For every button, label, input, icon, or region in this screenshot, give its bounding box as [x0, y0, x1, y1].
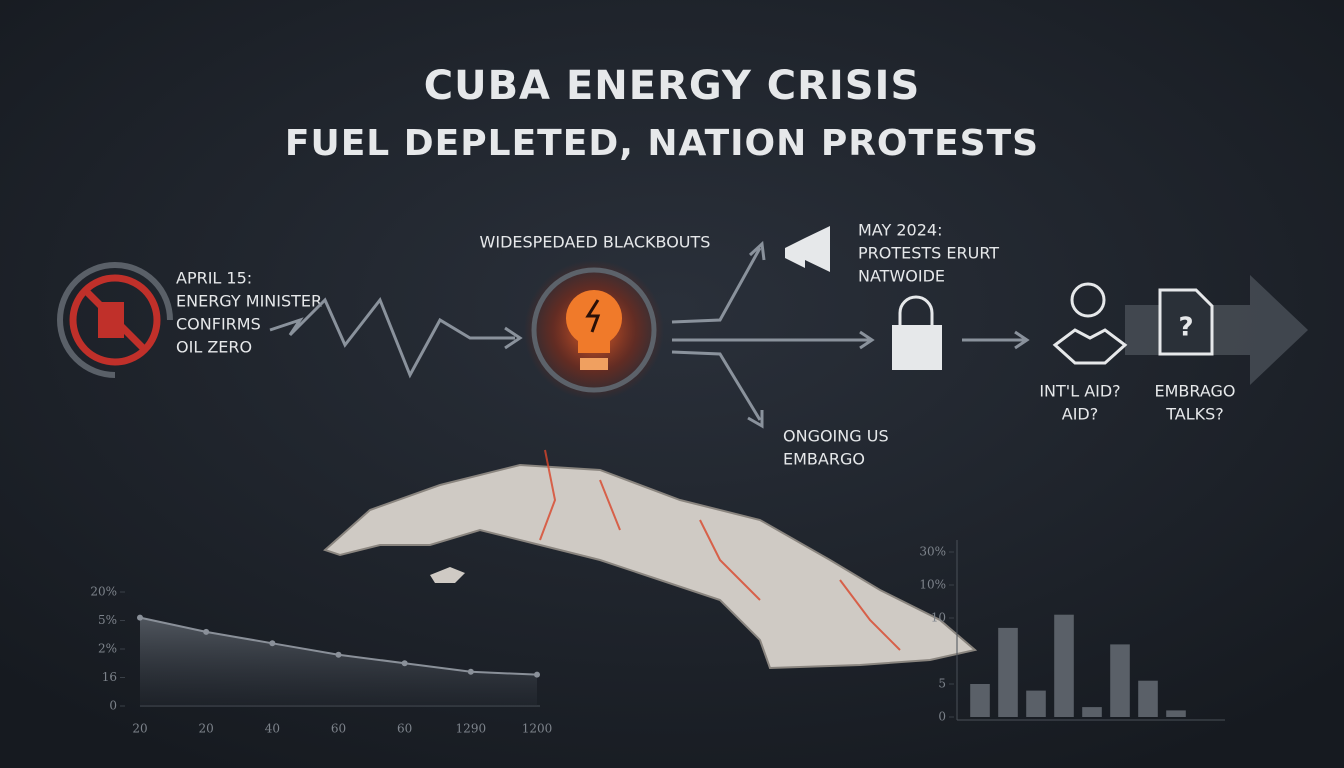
area-fill — [140, 617, 537, 706]
node-text: MAY 2024: — [858, 221, 942, 240]
node-text: WIDESPEDAED BLACKBOUTS — [480, 233, 711, 252]
y-tick-label: 5% — [98, 613, 117, 627]
zigzag-arrow — [269, 297, 515, 379]
bar — [1082, 707, 1102, 717]
node-text: EMBRAGO — [1154, 382, 1235, 401]
point — [137, 614, 143, 621]
megaphone-icon — [785, 226, 830, 272]
document-icon: ? — [1158, 288, 1214, 356]
node-text: PROTESTS ERURT — [858, 244, 999, 263]
bar — [970, 684, 990, 717]
y-tick-label: 16 — [102, 670, 117, 684]
node-text: ONGOING US — [783, 427, 889, 446]
cuba-map — [323, 449, 978, 670]
y-tick-label: 20% — [90, 585, 117, 599]
branch-arrows — [671, 240, 1030, 429]
no-fuel-icon — [57, 262, 173, 378]
x-tick-label: 1290 — [456, 722, 487, 736]
point — [203, 628, 210, 635]
point — [401, 660, 408, 667]
point — [534, 671, 540, 678]
node-text: NATWOIDE — [858, 267, 945, 286]
node-text: INT'L AID? — [1039, 382, 1120, 401]
bar — [1054, 614, 1074, 717]
bar — [1110, 644, 1130, 717]
x-tick-label: 60 — [397, 722, 412, 736]
x-tick-label: 60 — [331, 722, 346, 736]
bulb-icon — [524, 260, 664, 400]
arrow-head — [504, 326, 523, 350]
node-text: APRIL 15: — [176, 269, 252, 288]
point — [269, 640, 276, 647]
node-text: OIL ZERO — [176, 338, 252, 357]
node-text: TALKS? — [1165, 405, 1224, 424]
node-text: EMBARGO — [783, 450, 865, 469]
node-text: CONFIRMS — [176, 315, 261, 334]
globe-handshake-icon — [1052, 282, 1128, 365]
point — [335, 651, 342, 658]
y-tick-label: 10 — [931, 611, 946, 625]
subtitle: FUEL DEPLETED, NATION PROTESTS — [285, 123, 1039, 164]
node-text: ENERGY MINISTER — [176, 292, 322, 311]
bar — [1026, 690, 1046, 717]
svg-text:?: ? — [1178, 313, 1193, 343]
lock-icon — [892, 295, 942, 370]
x-tick-label: 20 — [132, 722, 147, 736]
bar — [1166, 710, 1186, 717]
y-tick-label: 2% — [98, 642, 117, 656]
point — [467, 668, 474, 675]
y-tick-label: 0 — [109, 699, 117, 713]
title: CUBA ENERGY CRISIS — [424, 63, 921, 109]
y-tick-label: 30% — [919, 545, 946, 559]
y-tick-label: 0 — [938, 710, 946, 724]
x-tick-label: 1200 — [522, 722, 553, 736]
y-tick-label: 5 — [938, 677, 946, 691]
big-arrow — [1125, 275, 1308, 385]
bar — [998, 627, 1018, 717]
y-tick-label: 10% — [919, 578, 946, 592]
bar — [1138, 680, 1158, 717]
node-text: AID? — [1062, 405, 1098, 424]
x-tick-label: 40 — [265, 722, 280, 736]
x-tick-label: 20 — [199, 722, 214, 736]
